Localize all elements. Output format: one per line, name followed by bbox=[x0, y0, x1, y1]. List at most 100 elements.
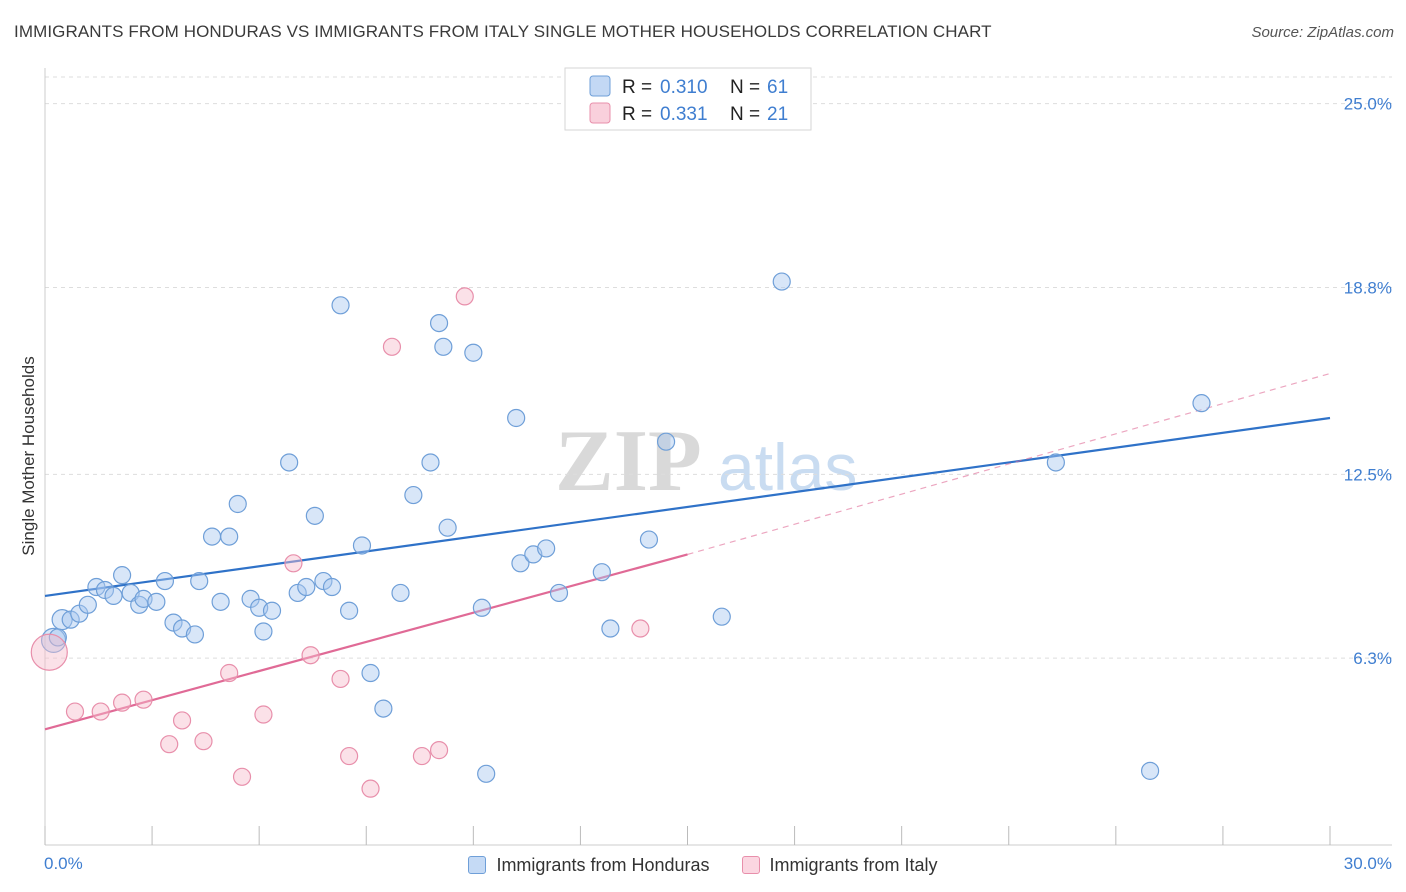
legend-label-honduras: Immigrants from Honduras bbox=[496, 854, 710, 875]
legend-r-label-italy: R = bbox=[622, 104, 652, 125]
y-tick-label: 12.5% bbox=[1344, 465, 1392, 484]
legend-n-label-honduras: N = bbox=[730, 77, 760, 98]
legend-swatch-bottom-honduras bbox=[468, 856, 487, 874]
point-honduras bbox=[472, 598, 491, 617]
point-honduras bbox=[429, 313, 449, 333]
y-tick-label: 18.8% bbox=[1344, 279, 1392, 298]
data-points bbox=[30, 272, 1211, 798]
axes bbox=[44, 68, 1392, 846]
point-honduras bbox=[421, 453, 440, 472]
source-credit: Source: ZipAtlas.com bbox=[1251, 24, 1394, 41]
point-honduras bbox=[220, 527, 239, 546]
point-honduras bbox=[507, 408, 526, 428]
point-italy bbox=[254, 705, 273, 724]
point-honduras bbox=[404, 485, 423, 505]
point-italy bbox=[361, 779, 380, 798]
watermark-atlas: atlas bbox=[718, 430, 857, 504]
point-honduras bbox=[305, 506, 324, 525]
point-italy bbox=[220, 663, 239, 683]
point-honduras bbox=[511, 554, 530, 573]
chart-title: IMMIGRANTS FROM HONDURAS VS IMMIGRANTS F… bbox=[14, 22, 992, 41]
point-honduras bbox=[464, 343, 483, 362]
y-tick-label: 6.3% bbox=[1353, 649, 1392, 668]
point-honduras bbox=[434, 337, 453, 356]
point-italy bbox=[301, 646, 320, 665]
point-honduras bbox=[772, 272, 791, 291]
x-tick-label: 30.0% bbox=[1344, 854, 1392, 873]
legend-n-value-italy: 21 bbox=[767, 104, 788, 125]
y-tick-label: 25.0% bbox=[1344, 95, 1392, 114]
series-legend: Immigrants from Honduras Immigrants from… bbox=[0, 850, 1406, 880]
point-honduras bbox=[48, 628, 67, 647]
point-italy bbox=[172, 711, 192, 730]
watermark: ZIP atlas bbox=[555, 413, 857, 510]
point-italy bbox=[194, 732, 213, 751]
point-honduras bbox=[1140, 761, 1160, 780]
trend-line-italy-extension bbox=[687, 372, 1331, 555]
point-italy bbox=[134, 690, 153, 709]
point-honduras bbox=[202, 527, 222, 546]
point-honduras bbox=[592, 563, 611, 582]
legend-swatch-honduras bbox=[589, 75, 611, 97]
legend-swatch-italy bbox=[589, 102, 611, 124]
point-italy bbox=[160, 735, 179, 754]
watermark-zip: ZIP bbox=[555, 413, 702, 510]
point-honduras bbox=[185, 625, 205, 644]
point-italy bbox=[455, 287, 474, 306]
point-honduras bbox=[78, 595, 97, 614]
point-honduras bbox=[104, 586, 123, 606]
point-honduras bbox=[112, 566, 132, 585]
point-honduras bbox=[262, 601, 282, 620]
point-italy bbox=[232, 767, 252, 786]
point-italy bbox=[429, 741, 449, 760]
point-honduras bbox=[477, 764, 496, 783]
point-honduras bbox=[391, 583, 410, 603]
point-italy bbox=[412, 746, 432, 766]
legend-item-honduras: Immigrants from Honduras bbox=[468, 854, 710, 876]
legend-label-italy: Immigrants from Italy bbox=[769, 854, 938, 875]
point-honduras bbox=[374, 699, 393, 718]
x-tick-label: 0.0% bbox=[44, 854, 83, 873]
point-honduras bbox=[280, 453, 299, 472]
point-honduras bbox=[340, 601, 359, 620]
legend-n-value-honduras: 61 bbox=[767, 77, 788, 98]
point-italy bbox=[340, 746, 359, 766]
legend-item-italy: Immigrants from Italy bbox=[741, 854, 938, 876]
legend-swatch-bottom-italy bbox=[741, 856, 760, 874]
point-honduras bbox=[254, 622, 273, 641]
point-honduras bbox=[601, 619, 620, 638]
point-honduras bbox=[155, 571, 175, 591]
point-italy bbox=[382, 337, 402, 356]
point-honduras bbox=[147, 592, 166, 611]
point-honduras bbox=[331, 296, 350, 315]
point-italy bbox=[331, 669, 350, 689]
point-honduras bbox=[1192, 394, 1211, 413]
point-honduras bbox=[549, 583, 569, 603]
y-axis-label: Single Mother Households bbox=[19, 356, 38, 555]
point-honduras bbox=[190, 571, 209, 591]
tick-labels: 6.3% 12.5% 18.8% 25.0% 0.0% 30.0% bbox=[44, 95, 1392, 873]
point-italy bbox=[631, 619, 650, 638]
point-honduras bbox=[1046, 453, 1065, 472]
point-honduras bbox=[297, 577, 316, 597]
point-honduras bbox=[537, 539, 556, 558]
point-italy bbox=[284, 554, 303, 573]
trend-line-honduras bbox=[44, 416, 1331, 597]
point-honduras bbox=[712, 607, 731, 626]
point-honduras bbox=[656, 432, 676, 451]
point-honduras bbox=[352, 536, 372, 555]
point-honduras bbox=[438, 518, 457, 537]
legend-r-value-honduras: 0.310 bbox=[660, 77, 708, 98]
point-italy bbox=[30, 633, 68, 671]
legend-r-value-italy: 0.331 bbox=[660, 104, 708, 125]
gridlines bbox=[45, 76, 1392, 659]
legend-n-label-italy: N = bbox=[730, 104, 760, 125]
point-italy bbox=[91, 702, 110, 721]
point-honduras bbox=[322, 577, 342, 597]
point-honduras bbox=[361, 663, 380, 683]
point-italy bbox=[65, 702, 85, 721]
point-italy bbox=[112, 693, 132, 712]
point-honduras bbox=[211, 592, 230, 611]
correlation-legend: R = 0.310 N = 61 R = 0.331 N = 21 bbox=[564, 67, 812, 131]
